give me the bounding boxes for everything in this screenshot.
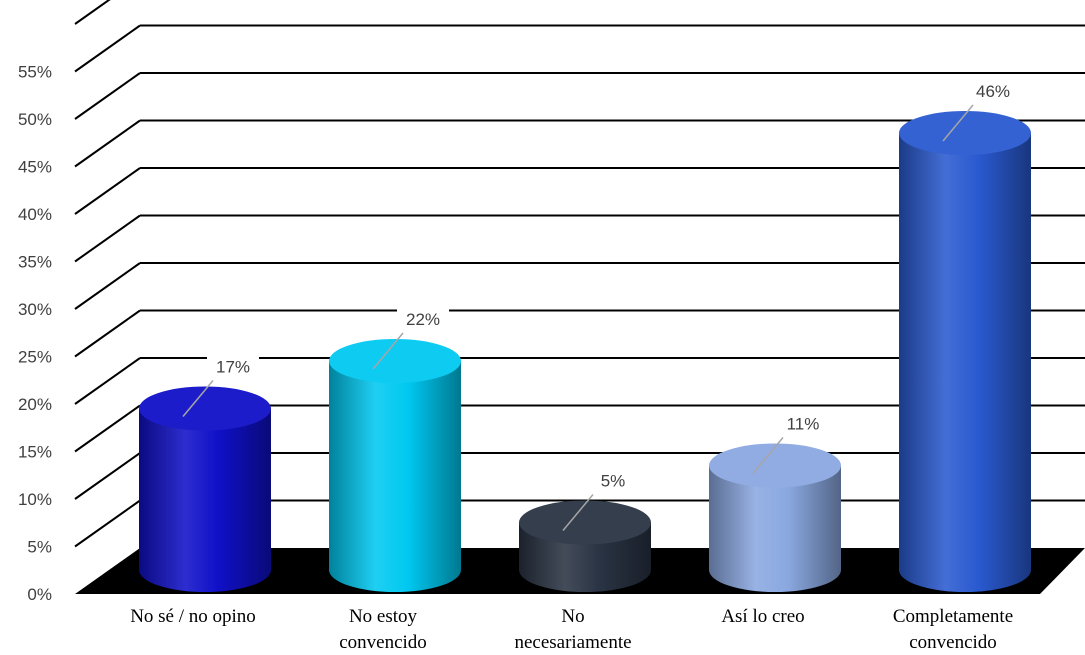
data-label-leader — [752, 437, 784, 474]
data-label-background — [587, 468, 639, 493]
gridline-side — [74, 24, 141, 73]
bar: 22% — [329, 307, 461, 592]
x-tick-label: Completamente convencido — [893, 606, 1013, 653]
y-tick-label: 55% — [18, 63, 52, 82]
bar-body — [709, 465, 841, 592]
data-label: 5% — [601, 472, 626, 491]
y-tick-label: 5% — [27, 538, 52, 557]
bar-body — [139, 408, 271, 592]
gridline-side — [74, 262, 141, 310]
bar-top — [709, 443, 841, 488]
data-label: 11% — [787, 415, 820, 434]
y-tick-label: 10% — [18, 490, 52, 509]
y-tick-label: 45% — [18, 158, 52, 177]
gridline-side — [74, 309, 141, 358]
bar-top — [329, 339, 461, 383]
data-label-leader — [562, 494, 594, 531]
y-tick-label: 40% — [18, 205, 52, 224]
bar: 46% — [899, 79, 1031, 592]
data-label-leader — [942, 104, 974, 142]
data-label: 22% — [406, 310, 440, 329]
data-label-background — [207, 354, 259, 379]
x-tick-label: No estoy convencido — [339, 606, 427, 653]
y-axis: 0% 5% 10% 15% 20% 25% 30% 35% 40% 45% 50% 55% — [18, 63, 52, 605]
y-tick-label: 30% — [18, 300, 52, 319]
data-label-leader — [372, 332, 404, 370]
bar: 17% — [139, 354, 271, 592]
gridline-side — [74, 214, 141, 263]
gridline-side — [74, 72, 141, 120]
x-tick-label: No necesariamente — [514, 606, 631, 653]
gridline-side — [74, 167, 141, 215]
data-label: 46% — [976, 82, 1010, 101]
gridline-side — [74, 357, 141, 405]
gridline-side — [74, 404, 141, 453]
bar-top — [139, 386, 271, 431]
y-tick-label: 0% — [27, 585, 52, 604]
bars: 17% 22% 5% 11% 46% — [139, 79, 1031, 592]
data-label-background — [967, 79, 1019, 103]
data-label-background — [777, 411, 829, 436]
gridline-side — [74, 119, 141, 168]
y-tick-label: 20% — [18, 395, 52, 414]
bar-top — [899, 111, 1031, 155]
bar-body — [899, 133, 1031, 592]
y-tick-label: 35% — [18, 253, 52, 272]
data-label-background — [397, 307, 449, 331]
bar-body — [329, 361, 461, 592]
x-tick-label: Así lo creo — [721, 606, 804, 627]
data-label: 17% — [216, 358, 250, 377]
y-tick-label: 15% — [18, 443, 52, 462]
bar: 5% — [519, 468, 651, 592]
y-tick-label: 25% — [18, 348, 52, 367]
gridline-side — [74, 499, 141, 548]
bar: 11% — [709, 411, 841, 592]
bar-top — [519, 500, 651, 545]
data-label-leader — [182, 380, 214, 417]
x-tick-label: No sé / no opino — [130, 606, 256, 627]
gridline-side — [74, 452, 141, 500]
x-axis: No sé / no opino No estoy convencido No nece… — [130, 606, 1013, 653]
y-tick-label: 50% — [18, 110, 52, 129]
gridline-side — [74, 0, 111, 25]
